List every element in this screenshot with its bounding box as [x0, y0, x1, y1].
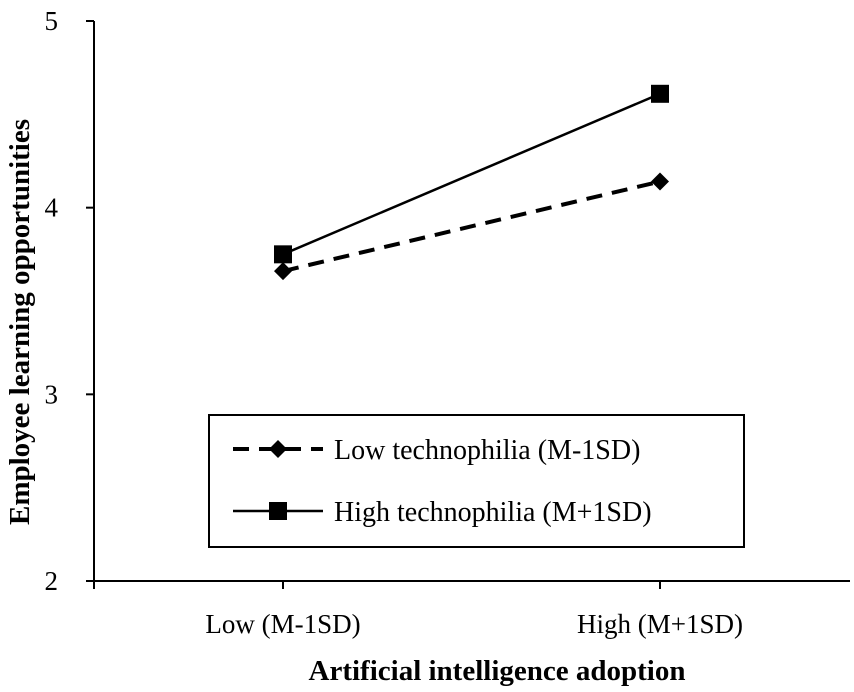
x-tick-label: Low (M-1SD): [205, 609, 360, 639]
legend-box: [208, 414, 745, 548]
data-point-marker: [651, 172, 669, 191]
series-line: [282, 92, 661, 256]
data-point-marker: [651, 84, 669, 103]
y-tick-label: 2: [45, 566, 59, 596]
series-low-technophilia: [274, 172, 669, 281]
series-high-technophilia: [274, 84, 669, 264]
legend: Low technophilia (M-1SD) High technophili…: [208, 414, 745, 548]
y-tick-label: 3: [45, 379, 59, 409]
y-axis-title: Employee learning opportunities: [4, 119, 36, 525]
legend-items: Low technophilia (M-1SD) High technophili…: [233, 435, 652, 528]
legend-marker: [269, 502, 287, 520]
legend-label: Low technophilia (M-1SD): [334, 435, 640, 466]
legend-item: High technophilia (M+1SD): [233, 497, 652, 528]
x-tick-label: High (M+1SD): [577, 609, 743, 639]
legend-item: Low technophilia (M-1SD): [233, 435, 640, 466]
y-ticks: 2 3 4 5: [45, 6, 94, 596]
y-tick-label: 4: [45, 193, 59, 223]
legend-label: High technophilia (M+1SD): [334, 497, 652, 528]
legend-marker: [269, 440, 287, 458]
x-ticks: Low (M-1SD) High (M+1SD): [93, 581, 743, 639]
series-layer: [274, 84, 669, 281]
y-tick-label: 5: [45, 6, 59, 36]
x-axis-title: Artificial intelligence adoption: [309, 655, 686, 687]
data-point-marker: [274, 245, 292, 264]
data-point-marker: [274, 262, 292, 281]
series-line: [282, 179, 661, 274]
